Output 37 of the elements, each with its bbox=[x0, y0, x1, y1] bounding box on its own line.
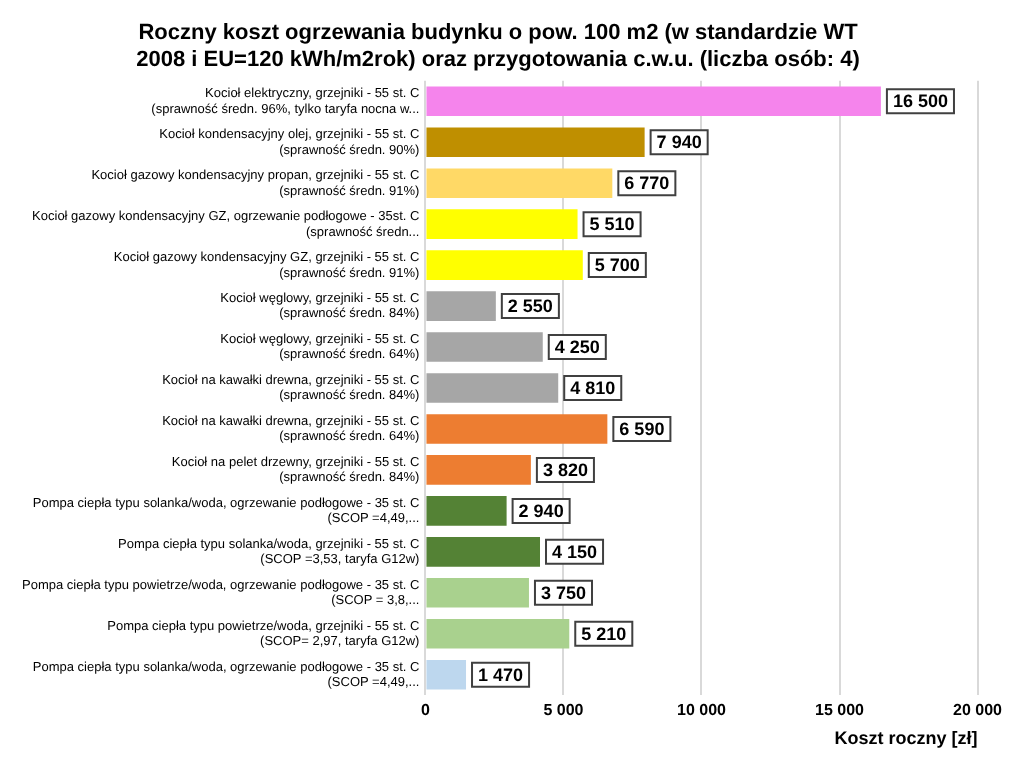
data-label: 1 470 bbox=[478, 664, 524, 685]
data-label: 5 210 bbox=[581, 623, 627, 644]
data-label: 3 750 bbox=[540, 582, 587, 603]
bar bbox=[426, 127, 645, 158]
bar bbox=[426, 659, 467, 690]
chart-title: Roczny koszt ogrzewania budynku o pow. 100 m2 (w standardzie WT 2008 i EU=120 kWh/m2rok) oraz przygotowania c.w.u. (liczba osób: 4) bbox=[136, 21, 861, 72]
data-label: 16 500 bbox=[892, 91, 948, 112]
bar bbox=[426, 86, 881, 117]
bar bbox=[426, 455, 531, 485]
data-label: 6 770 bbox=[624, 173, 670, 194]
bar bbox=[426, 496, 507, 526]
bar bbox=[426, 373, 559, 403]
bar bbox=[426, 209, 578, 239]
bar bbox=[426, 168, 613, 198]
bar bbox=[426, 537, 540, 567]
bar bbox=[426, 332, 543, 362]
bar bbox=[426, 618, 570, 649]
data-label: 7 940 bbox=[656, 132, 702, 153]
bar bbox=[426, 291, 496, 321]
bar bbox=[426, 578, 529, 608]
data-label: 6 590 bbox=[619, 418, 665, 439]
data-label: 5 510 bbox=[589, 214, 635, 235]
x-axis-title: Koszt roczny [zł] bbox=[834, 728, 978, 749]
data-label: 4 810 bbox=[570, 377, 616, 398]
x-tick-label: 5 000 bbox=[543, 701, 585, 720]
data-label: 4 150 bbox=[552, 541, 598, 562]
bar bbox=[426, 250, 583, 280]
data-label: 2 550 bbox=[507, 296, 553, 317]
x-tick-label: 10 000 bbox=[677, 701, 728, 720]
data-label: 2 940 bbox=[518, 500, 564, 521]
x-tick-label: 20 000 bbox=[953, 701, 1004, 720]
data-label: 5 700 bbox=[594, 255, 640, 276]
x-tick-label: 15 000 bbox=[815, 701, 866, 720]
bar bbox=[426, 414, 608, 444]
data-label: 3 820 bbox=[542, 459, 588, 480]
x-tick-label: 0 bbox=[420, 701, 431, 720]
data-label: 4 250 bbox=[554, 337, 600, 358]
